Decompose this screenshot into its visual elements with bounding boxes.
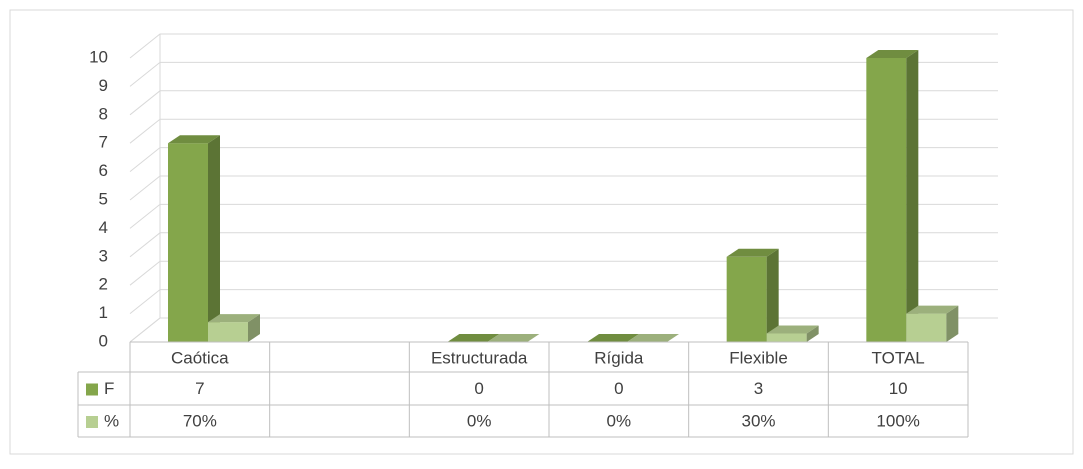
bar-top bbox=[627, 334, 679, 342]
data-label: 0 bbox=[614, 379, 623, 398]
grid-line bbox=[129, 203, 998, 229]
bar bbox=[487, 334, 540, 342]
data-label: 0 bbox=[474, 379, 483, 398]
y-tick-label: 1 bbox=[99, 303, 108, 322]
bar-side bbox=[906, 50, 919, 342]
bar-front bbox=[766, 333, 807, 342]
bar-top bbox=[726, 248, 779, 257]
legend-label: F bbox=[104, 379, 114, 398]
bar bbox=[627, 334, 679, 342]
y-tick-label: 0 bbox=[99, 331, 108, 350]
data-label: 70% bbox=[183, 411, 217, 430]
bar-top bbox=[208, 314, 260, 323]
y-tick-label: 8 bbox=[99, 104, 108, 123]
grid-line bbox=[129, 289, 998, 314]
bar-side bbox=[806, 325, 819, 342]
y-tick-label: 4 bbox=[99, 218, 108, 237]
y-tick-label: 5 bbox=[99, 189, 108, 208]
bar bbox=[766, 325, 819, 342]
y-tick-label: 3 bbox=[99, 246, 108, 265]
bar-side bbox=[248, 314, 260, 342]
bar-top bbox=[866, 50, 919, 58]
x-tick-label: Rígida bbox=[594, 348, 644, 367]
bar-top bbox=[487, 334, 540, 342]
bar-front bbox=[906, 313, 947, 342]
bar bbox=[906, 305, 959, 342]
bar-top bbox=[168, 135, 220, 144]
bar-top bbox=[766, 325, 819, 334]
bar bbox=[168, 135, 220, 342]
bar-front bbox=[168, 143, 208, 342]
bar-front bbox=[866, 58, 907, 342]
x-tick-label: Flexible bbox=[729, 348, 788, 367]
x-tick-label: Estructurada bbox=[431, 348, 528, 367]
grid-line bbox=[129, 147, 998, 172]
y-tick-label: 7 bbox=[99, 133, 108, 152]
grid-line bbox=[129, 61, 998, 87]
grid-line bbox=[129, 33, 998, 59]
bar-side bbox=[208, 135, 220, 342]
grid-line bbox=[129, 175, 998, 201]
y-tick-label: 2 bbox=[99, 275, 108, 294]
bar-top bbox=[447, 334, 500, 342]
data-label: 0% bbox=[467, 411, 492, 430]
bar-side bbox=[766, 248, 779, 342]
data-label: 0% bbox=[607, 411, 632, 430]
data-label: 30% bbox=[741, 411, 775, 430]
data-label: 100% bbox=[876, 411, 919, 430]
grid-line bbox=[129, 118, 998, 144]
legend-key bbox=[86, 383, 98, 396]
grid-line bbox=[129, 260, 998, 286]
bar-front bbox=[726, 256, 767, 342]
legend-label: % bbox=[104, 411, 119, 430]
bar-side bbox=[946, 305, 959, 342]
x-tick-label: TOTAL bbox=[872, 348, 925, 367]
data-label: 7 bbox=[195, 379, 204, 398]
x-tick-label: Caótica bbox=[171, 348, 229, 367]
bar-top bbox=[587, 334, 639, 342]
bar bbox=[866, 50, 919, 342]
y-tick-label: 6 bbox=[99, 161, 108, 180]
bar bbox=[726, 248, 779, 342]
bar bbox=[447, 334, 500, 342]
legend-key bbox=[86, 416, 98, 428]
data-label: 3 bbox=[754, 379, 763, 398]
data-label: 10 bbox=[889, 379, 908, 398]
bar bbox=[208, 314, 260, 342]
grid-line bbox=[129, 317, 998, 343]
bar-front bbox=[208, 322, 248, 342]
bar-top bbox=[906, 305, 959, 314]
grid-line bbox=[129, 90, 998, 116]
grid-line bbox=[129, 232, 998, 258]
y-tick-label: 10 bbox=[89, 47, 108, 66]
bar bbox=[587, 334, 639, 342]
y-tick-label: 9 bbox=[99, 76, 108, 95]
